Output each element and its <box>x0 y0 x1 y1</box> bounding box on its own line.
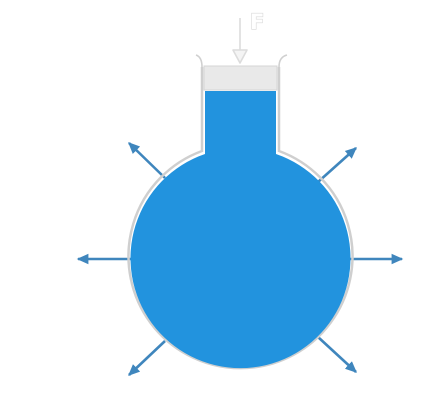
fluid-body <box>130 91 351 369</box>
neck-rim-left <box>195 54 203 68</box>
force-arrow <box>232 18 248 64</box>
piston <box>203 65 278 91</box>
flask-vessel <box>127 54 354 370</box>
pressure-arrow-upper-left <box>128 142 166 179</box>
pressure-arrow-lower-right <box>317 336 357 373</box>
applied-force: F <box>232 9 265 64</box>
pressure-arrow-upper-right <box>317 147 357 183</box>
force-label: F <box>250 10 264 34</box>
neck-rim-right <box>278 54 288 68</box>
pressure-arrow-lower-left <box>128 340 166 376</box>
pressure-arrows <box>76 142 404 376</box>
